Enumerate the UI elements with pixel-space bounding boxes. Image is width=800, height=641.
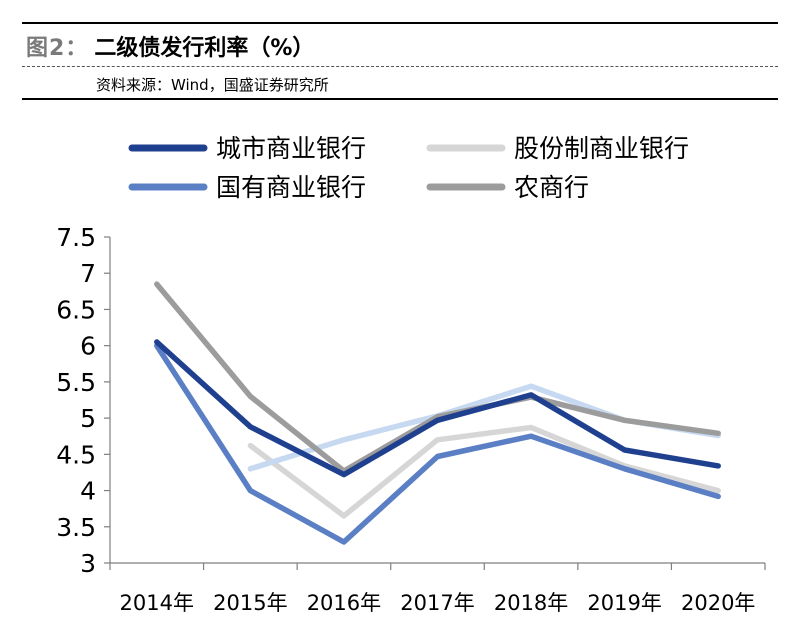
y-tick-label: 4 <box>80 477 96 506</box>
header-dashed-rule <box>22 66 778 67</box>
legend-label: 农商行 <box>514 173 589 202</box>
figure-title: 二级债发行利率（%） <box>94 36 315 61</box>
legend-label: 国有商业银行 <box>216 173 366 202</box>
y-tick-label: 5 <box>80 404 96 433</box>
x-tick-label: 2014年 <box>120 591 194 615</box>
figure-label: 图2： <box>26 36 89 61</box>
legend-label: 城市商业银行 <box>216 134 366 163</box>
legend-label: 股份制商业银行 <box>514 134 689 163</box>
x-tick-label: 2017年 <box>400 591 474 615</box>
y-tick-label: 6 <box>80 332 96 361</box>
chart-series-lines <box>154 281 721 545</box>
y-tick-label: 6.5 <box>56 295 96 324</box>
y-tick-label: 3 <box>80 549 96 578</box>
series-line-1 <box>247 424 721 519</box>
y-tick-label: 3.5 <box>56 513 96 542</box>
x-tick-label: 2018年 <box>494 591 568 615</box>
source-note: 资料来源：Wind，国盛证券研究所 <box>96 76 329 94</box>
header-bottom-rule <box>22 98 778 100</box>
x-tick-label: 2020年 <box>681 591 755 615</box>
y-tick-label: 5.5 <box>56 368 96 397</box>
x-tick-label: 2016年 <box>307 591 381 615</box>
series-line-2 <box>154 342 721 545</box>
chart-axes: 7.5 7 6.5 6 5.5 5 4.5 4 3.5 3 2014年 2015年 2016年 2017年… <box>56 223 766 615</box>
x-tick-label: 2015年 <box>213 591 287 615</box>
x-tick-label: 2019年 <box>587 591 661 615</box>
y-tick-label: 7 <box>80 259 96 288</box>
header-top-rule <box>22 22 778 24</box>
y-tick-label: 4.5 <box>56 440 96 469</box>
figure-title-row: 图2： 二级债发行利率（%） <box>26 30 314 64</box>
y-tick-label: 7.5 <box>56 223 96 252</box>
